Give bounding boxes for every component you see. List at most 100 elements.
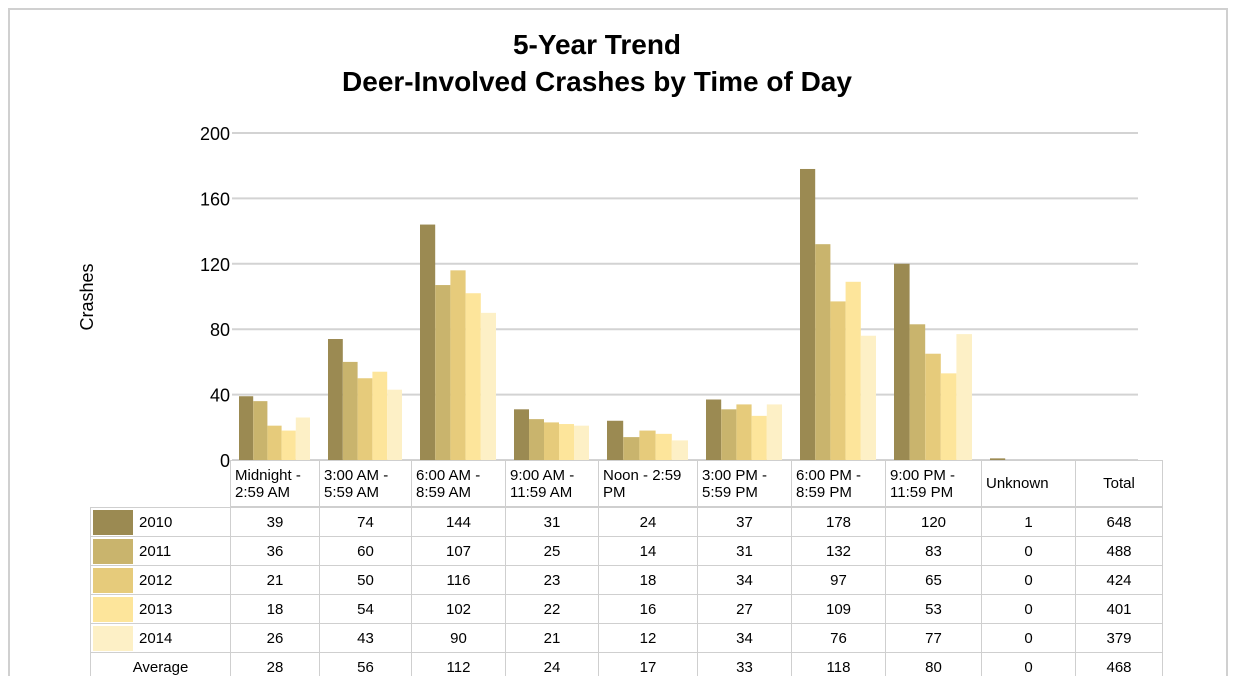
y-axis-label: Crashes bbox=[77, 263, 97, 330]
column-header: 9:00 PM - 11:59 PM bbox=[885, 460, 982, 507]
bar bbox=[435, 285, 451, 460]
bar bbox=[815, 244, 831, 460]
row-label: 2014 bbox=[90, 623, 231, 653]
table-cell: 144 bbox=[411, 507, 506, 537]
table-cell: 90 bbox=[411, 623, 506, 653]
table-cell: 26 bbox=[230, 623, 320, 653]
bar bbox=[574, 425, 589, 460]
table-cell: 65 bbox=[885, 565, 982, 595]
bar bbox=[480, 312, 496, 460]
bar bbox=[845, 281, 861, 460]
table-cell: 28 bbox=[230, 652, 320, 676]
bar bbox=[529, 419, 544, 460]
table-cell: 0 bbox=[981, 594, 1076, 624]
table-cell: 132 bbox=[791, 536, 886, 566]
bar bbox=[387, 389, 402, 460]
table-cell: 102 bbox=[411, 594, 506, 624]
table-cell: 1 bbox=[981, 507, 1076, 537]
bar bbox=[253, 401, 268, 460]
y-tick-label: 40 bbox=[210, 386, 230, 406]
y-tick-label: 120 bbox=[200, 255, 230, 275]
row-label: 2010 bbox=[90, 507, 231, 537]
table-cell: 178 bbox=[791, 507, 886, 537]
table-cell: 0 bbox=[981, 565, 1076, 595]
bar bbox=[420, 224, 436, 460]
table-cell: 31 bbox=[697, 536, 792, 566]
table-cell: 648 bbox=[1075, 507, 1163, 537]
bar bbox=[514, 409, 529, 460]
table-cell: 56 bbox=[319, 652, 412, 676]
table-cell: 116 bbox=[411, 565, 506, 595]
table-cell: 24 bbox=[598, 507, 698, 537]
table-cell: 0 bbox=[981, 536, 1076, 566]
table-cell: 50 bbox=[319, 565, 412, 595]
bar bbox=[671, 440, 688, 460]
row-label: Average bbox=[90, 652, 231, 676]
frame bbox=[8, 8, 1228, 676]
y-tick-label: 0 bbox=[220, 451, 230, 471]
table-cell: 24 bbox=[505, 652, 599, 676]
table-cell: 80 bbox=[885, 652, 982, 676]
bar bbox=[639, 430, 656, 460]
bar bbox=[544, 422, 559, 460]
legend-swatch bbox=[93, 510, 133, 535]
table-cell: 379 bbox=[1075, 623, 1163, 653]
legend-label: 2014 bbox=[139, 629, 173, 647]
table-cell: 18 bbox=[598, 565, 698, 595]
table-cell: 83 bbox=[885, 536, 982, 566]
bar bbox=[328, 339, 343, 460]
bar bbox=[655, 433, 672, 460]
chart-title: Deer-Involved Crashes by Time of Day bbox=[342, 66, 852, 97]
bar bbox=[830, 301, 846, 460]
table-cell: 120 bbox=[885, 507, 982, 537]
legend-swatch bbox=[93, 539, 133, 564]
table-cell: 25 bbox=[505, 536, 599, 566]
column-header: 3:00 AM - 5:59 AM bbox=[319, 460, 412, 507]
column-header: Noon - 2:59 PM bbox=[598, 460, 698, 507]
table-cell: 77 bbox=[885, 623, 982, 653]
table-cell: 74 bbox=[319, 507, 412, 537]
table-cell: 0 bbox=[981, 623, 1076, 653]
table-cell: 112 bbox=[411, 652, 506, 676]
legend-label: 2011 bbox=[139, 542, 172, 560]
bar bbox=[372, 371, 388, 460]
bar bbox=[909, 324, 926, 460]
table-cell: 17 bbox=[598, 652, 698, 676]
bar bbox=[357, 378, 373, 460]
bar bbox=[751, 415, 767, 460]
bar bbox=[721, 409, 737, 460]
table-cell: 39 bbox=[230, 507, 320, 537]
bar bbox=[450, 270, 466, 460]
table-cell: 27 bbox=[697, 594, 792, 624]
table-cell: 401 bbox=[1075, 594, 1163, 624]
table-cell: 424 bbox=[1075, 565, 1163, 595]
column-header: Unknown bbox=[981, 460, 1076, 507]
y-tick-label: 80 bbox=[210, 320, 230, 340]
bar bbox=[623, 437, 640, 460]
table-cell: 118 bbox=[791, 652, 886, 676]
legend-label: 2012 bbox=[139, 571, 173, 589]
bar bbox=[281, 430, 296, 460]
y-tick-label: 160 bbox=[200, 189, 230, 209]
table-cell: 60 bbox=[319, 536, 412, 566]
table-cell: 109 bbox=[791, 594, 886, 624]
table-cell: 16 bbox=[598, 594, 698, 624]
table-cell: 54 bbox=[319, 594, 412, 624]
table-cell: 53 bbox=[885, 594, 982, 624]
table-cell: 22 bbox=[505, 594, 599, 624]
bar bbox=[465, 293, 481, 460]
table-cell: 76 bbox=[791, 623, 886, 653]
table-cell: 37 bbox=[697, 507, 792, 537]
y-tick-label: 200 bbox=[200, 124, 230, 144]
table-cell: 97 bbox=[791, 565, 886, 595]
legend-swatch bbox=[93, 626, 133, 651]
bar bbox=[736, 404, 752, 460]
bar bbox=[860, 335, 876, 460]
bar bbox=[267, 425, 282, 460]
column-header: 9:00 AM - 11:59 AM bbox=[505, 460, 599, 507]
column-header: 3:00 PM - 5:59 PM bbox=[697, 460, 792, 507]
table-cell: 18 bbox=[230, 594, 320, 624]
row-label: 2013 bbox=[90, 594, 231, 624]
